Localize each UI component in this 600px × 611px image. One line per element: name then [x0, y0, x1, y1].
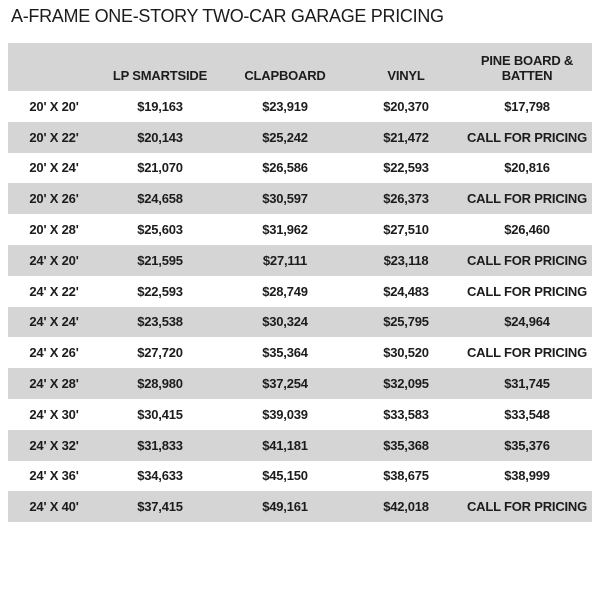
price-cell: CALL FOR PRICING	[462, 244, 592, 276]
table-body: 20' X 20' $19,163 $23,919 $20,370 $17,798 20'…	[8, 91, 592, 523]
price-cell: CALL FOR PRICING	[462, 491, 592, 523]
price-cell: $24,658	[100, 183, 220, 215]
size-cell: 24' X 22'	[29, 283, 79, 299]
size-cell: 20' X 26'	[8, 183, 100, 215]
price-cell: $28,980	[100, 368, 220, 399]
price-cell: $31,962	[262, 222, 308, 238]
price-cell: $25,603	[137, 222, 183, 238]
price-cell: $26,460	[504, 222, 550, 238]
price-cell: $37,415	[100, 491, 220, 523]
price-cell: $25,795	[350, 306, 462, 338]
price-cell: $33,548	[504, 406, 550, 422]
price-cell: $30,415	[137, 406, 183, 422]
price-cell: $30,597	[220, 183, 350, 215]
price-cell: CALL FOR PRICING	[462, 121, 592, 153]
price-cell: $20,816	[504, 160, 550, 176]
size-cell: 20' X 20'	[29, 98, 79, 114]
price-cell: CALL FOR PRICING	[462, 183, 592, 215]
price-cell: $41,181	[220, 429, 350, 461]
price-cell: $21,595	[100, 244, 220, 276]
price-cell: $22,593	[137, 283, 183, 299]
table-row: 20' X 26' $24,658 $30,597 $26,373 CALL FOR P…	[8, 183, 592, 215]
header-vinyl: VINYL	[350, 43, 462, 91]
price-cell: $34,633	[137, 468, 183, 484]
table-row: 20' X 20' $19,163 $23,919 $20,370 $17,798	[8, 91, 592, 122]
table-row: 20' X 24' $21,070 $26,586 $22,593 $20,816	[8, 153, 592, 184]
table-row: 20' X 22' $20,143 $25,242 $21,472 CALL FOR P…	[8, 121, 592, 153]
price-cell: $37,254	[220, 368, 350, 399]
price-cell: $35,368	[350, 429, 462, 461]
size-cell: 24' X 32'	[8, 429, 100, 461]
table-row: 24' X 28' $28,980 $37,254 $32,095 $31,745	[8, 368, 592, 399]
price-cell: $20,370	[383, 98, 429, 114]
size-cell: 20' X 28'	[29, 222, 79, 238]
size-cell: 24' X 24'	[8, 306, 100, 338]
price-cell: $24,964	[462, 306, 592, 338]
price-cell: $35,376	[462, 429, 592, 461]
price-cell: $26,373	[350, 183, 462, 215]
price-cell: $25,242	[220, 121, 350, 153]
price-cell: $30,520	[383, 345, 429, 361]
size-cell: 24' X 20'	[8, 244, 100, 276]
price-cell: $35,364	[262, 345, 308, 361]
header-lp-smartside: LP SMARTSIDE	[100, 43, 220, 91]
price-cell: $39,039	[262, 406, 308, 422]
pricing-table: LP SMARTSIDE CLAPBOARD VINYL PINE BOARD …	[8, 43, 592, 523]
price-cell: $45,150	[262, 468, 308, 484]
page-title: A-FRAME ONE-STORY TWO-CAR GARAGE PRICING	[11, 6, 444, 26]
price-cell: $26,586	[262, 160, 308, 176]
price-cell: $21,472	[350, 121, 462, 153]
size-cell: 20' X 22'	[8, 121, 100, 153]
price-cell: $33,583	[383, 406, 429, 422]
size-cell: 20' X 24'	[29, 160, 79, 176]
table-row: 24' X 30' $30,415 $39,039 $33,583 $33,548	[8, 399, 592, 430]
price-cell: $20,143	[100, 121, 220, 153]
price-cell: $38,675	[383, 468, 429, 484]
price-cell: $17,798	[504, 98, 550, 114]
header-pine-board-batten: PINE BOARD & BATTEN	[462, 43, 592, 91]
price-cell: $30,324	[220, 306, 350, 338]
price-cell: $19,163	[137, 98, 183, 114]
price-cell: $27,111	[220, 244, 350, 276]
size-cell: 24' X 30'	[29, 406, 79, 422]
price-cell: $28,749	[262, 283, 308, 299]
header-row: LP SMARTSIDE CLAPBOARD VINYL PINE BOARD …	[8, 43, 592, 91]
header-clapboard: CLAPBOARD	[220, 43, 350, 91]
price-cell: $22,593	[383, 160, 429, 176]
page: A-FRAME ONE-STORY TWO-CAR GARAGE PRICING…	[0, 6, 600, 523]
price-cell: $49,161	[220, 491, 350, 523]
price-cell: $27,510	[383, 222, 429, 238]
size-cell: 24' X 40'	[8, 491, 100, 523]
size-cell: 24' X 28'	[8, 368, 100, 399]
price-cell: $38,999	[504, 468, 550, 484]
table-row: 24' X 36' $34,633 $45,150 $38,675 $38,999	[8, 461, 592, 492]
table-row: 20' X 28' $25,603 $31,962 $27,510 $26,460	[8, 214, 592, 245]
price-cell: $24,483	[383, 283, 429, 299]
price-cell: CALL FOR PRICING	[466, 283, 588, 299]
table-row: 24' X 20' $21,595 $27,111 $23,118 CALL FOR P…	[8, 244, 592, 276]
price-cell: $23,538	[100, 306, 220, 338]
table-row: 24' X 24' $23,538 $30,324 $25,795 $24,964	[8, 306, 592, 338]
price-cell: $21,070	[137, 160, 183, 176]
table-row: 24' X 40' $37,415 $49,161 $42,018 CALL FOR P…	[8, 491, 592, 523]
table-row: 24' X 32' $31,833 $41,181 $35,368 $35,376	[8, 429, 592, 461]
price-cell: $32,095	[350, 368, 462, 399]
price-cell: $42,018	[350, 491, 462, 523]
price-cell: $31,745	[462, 368, 592, 399]
price-cell: CALL FOR PRICING	[466, 345, 588, 361]
header-size-column	[8, 43, 100, 91]
price-cell: $31,833	[100, 429, 220, 461]
size-cell: 24' X 36'	[29, 468, 79, 484]
table-header: LP SMARTSIDE CLAPBOARD VINYL PINE BOARD …	[8, 43, 592, 91]
price-cell: $23,919	[262, 98, 308, 114]
price-cell: $23,118	[350, 244, 462, 276]
table-row: 24' X 22' $22,593 $28,749 $24,483 CALL FOR P…	[8, 276, 592, 307]
table-row: 24' X 26' $27,720 $35,364 $30,520 CALL FOR P…	[8, 337, 592, 368]
size-cell: 24' X 26'	[29, 345, 79, 361]
price-cell: $27,720	[137, 345, 183, 361]
